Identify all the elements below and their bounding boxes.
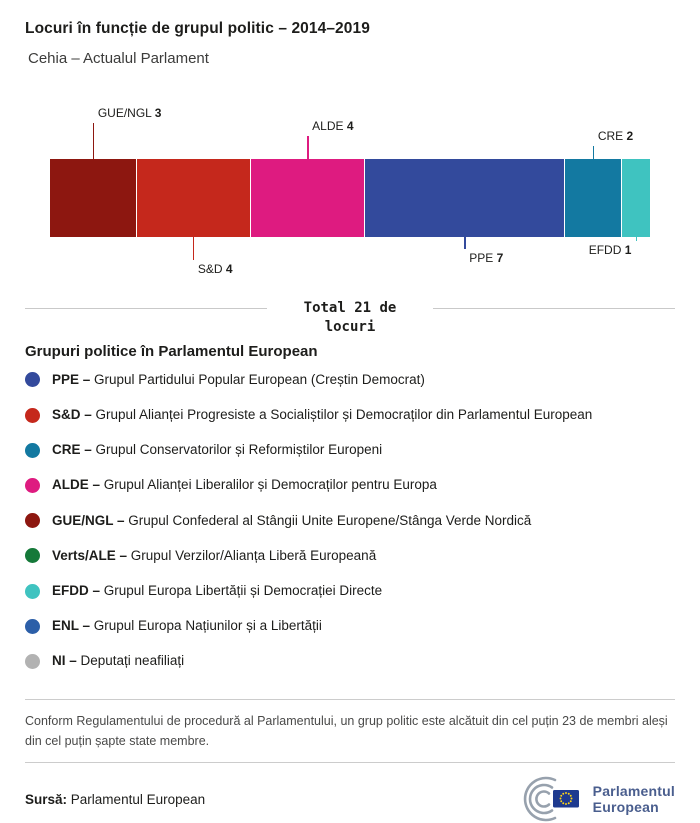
legend-label: S&D – Grupul Alianței Progresiste a Soci…	[52, 406, 593, 422]
callout-label-s-d: S&D 4	[197, 262, 233, 276]
total-divider: Total 21 de locuri	[25, 299, 675, 337]
logo-line2: European	[592, 799, 659, 816]
source: Sursă: Parlamentul European	[25, 792, 205, 807]
legend-label: CRE – Grupul Conservatorilor și Reformiș…	[52, 442, 383, 458]
callout-label-ppe: PPE 7	[469, 251, 504, 265]
legend-dot-cre	[25, 442, 40, 458]
eu-flag	[552, 790, 579, 808]
page-title: Locuri în funcție de grupul politic – 20…	[25, 20, 370, 37]
callout-line-s-d	[192, 237, 195, 260]
callout-label-gue-ngl: GUE/NGL 3	[97, 106, 162, 120]
ep-hemicycle-icon	[523, 776, 579, 822]
legend-dot-efdd	[25, 583, 40, 599]
legend-dot-enl	[25, 618, 40, 634]
callout-line-efdd	[635, 237, 638, 241]
legend-item-alde: ALDE – Grupul Alianței Liberalilor și De…	[25, 477, 675, 493]
footer-divider	[25, 762, 675, 764]
legend-dot-alde	[25, 477, 40, 493]
legend-item-ni: NI – Deputați neafiliați	[25, 653, 675, 669]
divider-line-right	[433, 308, 675, 309]
page-subtitle: Cehia – Actualul Parlament	[28, 50, 209, 67]
ep-logo: Parlamentul European	[511, 775, 675, 823]
legend-dot-gue-ngl	[25, 513, 40, 529]
legend-label: NI – Deputați neafiliați	[52, 653, 185, 669]
divider-line-left	[25, 308, 267, 309]
legend-label: ENL – Grupul Europa Națiunilor și a Libe…	[52, 618, 322, 634]
stacked-bar	[50, 159, 650, 237]
callout-label-alde: ALDE 4	[312, 119, 354, 133]
legend-dot-ppe	[25, 372, 40, 388]
seats-chart: GUE/NGL 3 S&D 4 ALDE 4 PPE 7 CRE 2 EFDD 1	[50, 97, 650, 277]
legend-list: PPE – Grupul Partidului Popular European…	[25, 372, 675, 670]
total-label: Total 21 de locuri	[303, 300, 397, 335]
bar-segment-s-d[interactable]	[135, 159, 250, 237]
legend-item-gue-ngl: GUE/NGL – Grupul Confederal al Stângii U…	[25, 513, 675, 529]
source-label: Sursă:	[25, 791, 68, 807]
footnote: Conform Regulamentului de procedură al P…	[25, 714, 668, 748]
footer: Sursă: Parlamentul European	[25, 775, 675, 823]
legend-dot-s-d	[25, 407, 40, 423]
callout-label-efdd: EFDD 1	[588, 243, 632, 257]
legend-dot-verts-ale	[25, 548, 40, 564]
bar-segment-gue-ngl[interactable]	[50, 159, 136, 237]
legend-label: GUE/NGL – Grupul Confederal al Stângii U…	[52, 512, 532, 528]
callout-line-cre	[592, 146, 595, 159]
legend-item-enl: ENL – Grupul Europa Națiunilor și a Libe…	[25, 618, 675, 634]
bar-segment-alde[interactable]	[249, 159, 365, 237]
legend-dot-ni	[25, 653, 40, 669]
callout-line-alde	[307, 136, 309, 159]
logo-line1: Parlamentul	[592, 782, 675, 799]
legend-label: PPE – Grupul Partidului Popular European…	[52, 371, 425, 387]
legend-item-verts-ale: Verts/ALE – Grupul Verzilor/Alianța Libe…	[25, 548, 675, 564]
callout-line-ppe	[464, 237, 466, 249]
legend-item-ppe: PPE – Grupul Partidului Popular European…	[25, 372, 675, 388]
legend-label: Verts/ALE – Grupul Verzilor/Alianța Libe…	[52, 547, 377, 563]
footnote-divider	[25, 699, 675, 701]
callout-label-cre: CRE 2	[597, 129, 634, 143]
logo-wordmark: Parlamentul European	[593, 783, 675, 816]
legend-label: EFDD – Grupul Europa Libertății și Democ…	[52, 582, 383, 598]
bar-segment-ppe[interactable]	[364, 159, 565, 237]
source-value: Parlamentul European	[70, 791, 206, 807]
callout-line-gue-ngl	[92, 123, 95, 159]
legend-item-cre: CRE – Grupul Conservatorilor și Reformiș…	[25, 442, 675, 458]
legend-item-s-d: S&D – Grupul Alianței Progresiste a Soci…	[25, 407, 675, 423]
bar-segment-efdd[interactable]	[621, 159, 650, 237]
bar-segment-cre[interactable]	[564, 159, 622, 237]
legend-heading: Grupuri politice în Parlamentul European	[25, 342, 318, 360]
legend-label: ALDE – Grupul Alianței Liberalilor și De…	[52, 477, 437, 493]
legend-item-efdd: EFDD – Grupul Europa Libertății și Democ…	[25, 583, 675, 599]
